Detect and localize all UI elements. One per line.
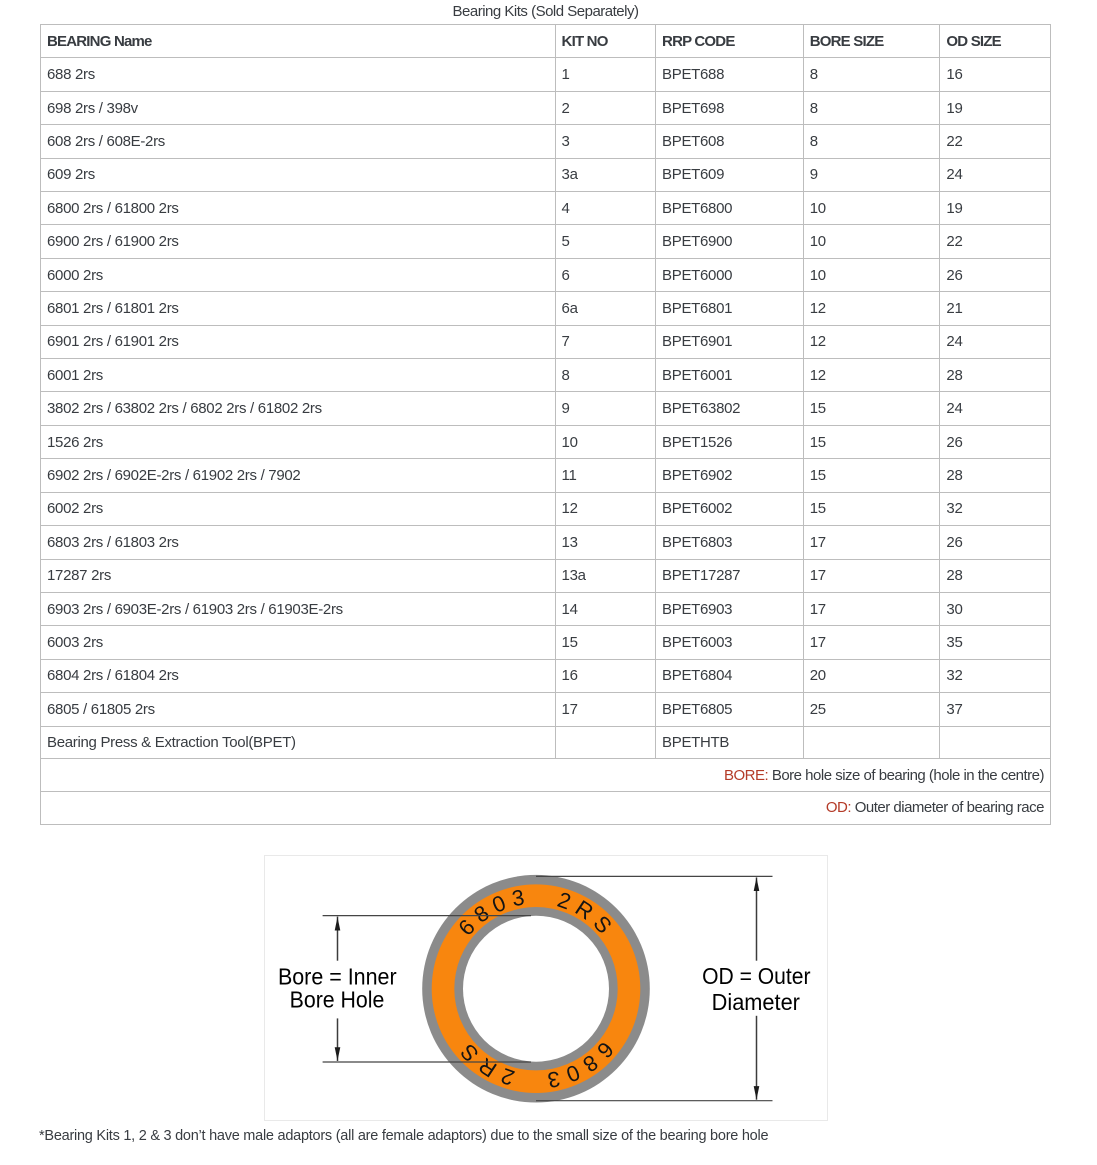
svg-text:Bore Hole: Bore Hole (290, 987, 385, 1013)
svg-text:OD = Outer: OD = Outer (702, 963, 811, 989)
svg-text:Diameter: Diameter (712, 989, 800, 1015)
svg-text:Bore = Inner: Bore = Inner (278, 964, 397, 990)
